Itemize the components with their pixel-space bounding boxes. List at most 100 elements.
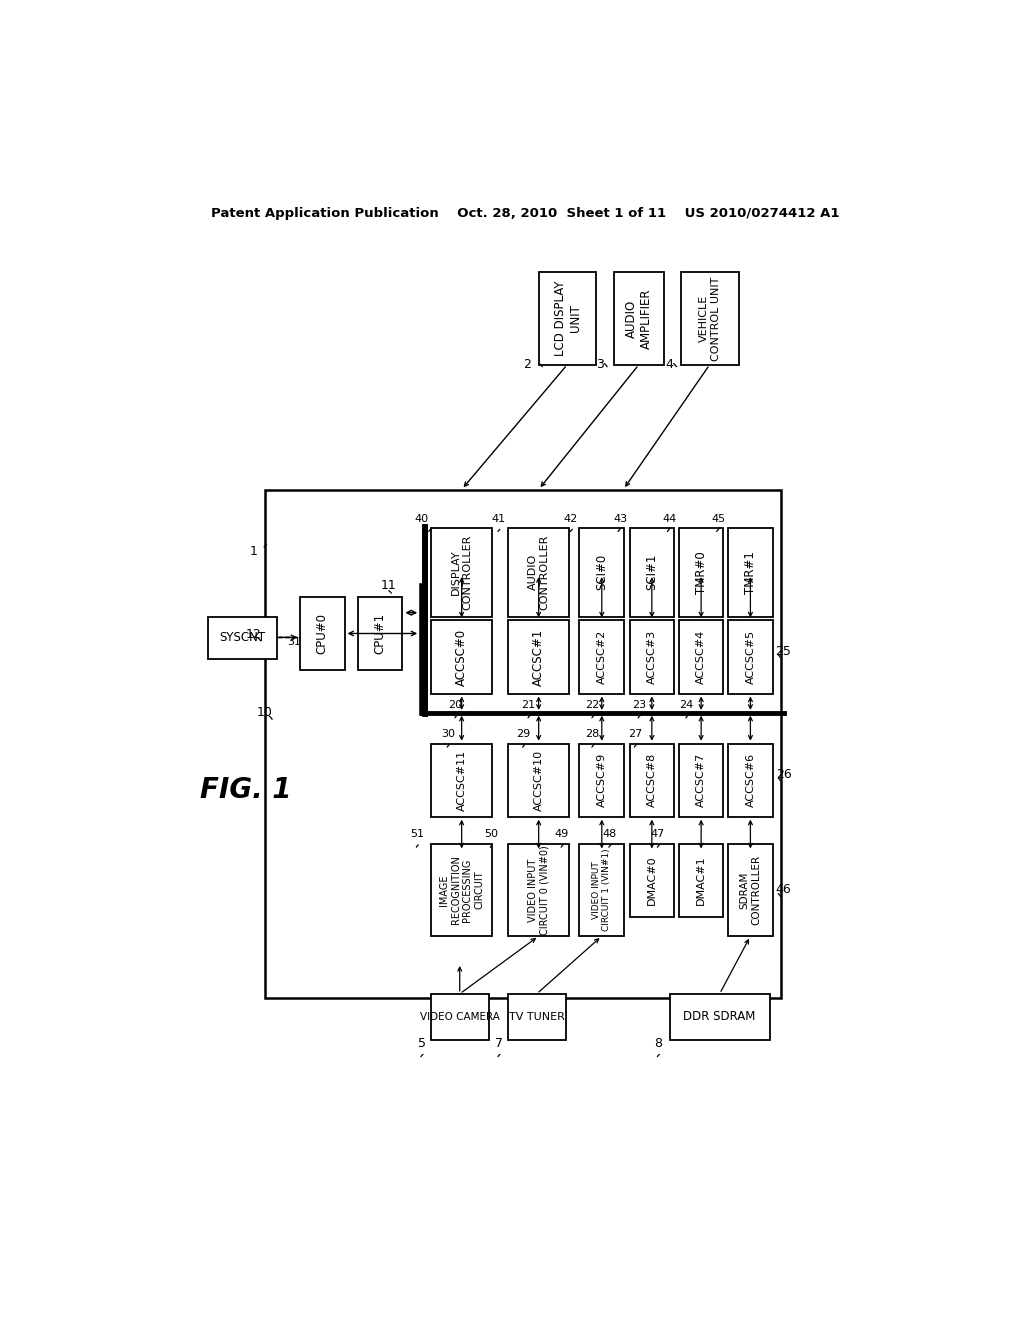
Bar: [508, 843, 569, 936]
Text: 2: 2: [523, 358, 531, 371]
Text: 25: 25: [775, 644, 792, 657]
Text: 1: 1: [250, 545, 258, 557]
Bar: [580, 843, 625, 936]
Text: 42: 42: [564, 513, 579, 524]
Text: 50: 50: [484, 829, 498, 840]
Text: 43: 43: [613, 513, 628, 524]
Text: SCI#0: SCI#0: [595, 554, 608, 590]
Text: 27: 27: [628, 730, 642, 739]
Bar: [539, 272, 596, 364]
Text: 24: 24: [679, 700, 693, 710]
Text: ACCSC#5: ACCSC#5: [745, 630, 756, 684]
Text: 26: 26: [775, 768, 792, 781]
Text: 45: 45: [712, 513, 726, 524]
Bar: [630, 743, 674, 817]
Text: 3: 3: [596, 358, 604, 371]
Text: CPU#1: CPU#1: [374, 614, 386, 655]
Bar: [614, 272, 665, 364]
Bar: [265, 490, 781, 998]
Text: ACCSC#6: ACCSC#6: [745, 754, 756, 808]
Bar: [422, 524, 428, 717]
Bar: [630, 528, 674, 616]
Bar: [728, 528, 773, 616]
Bar: [508, 528, 569, 616]
Text: Patent Application Publication    Oct. 28, 2010  Sheet 1 of 11    US 2010/027441: Patent Application Publication Oct. 28, …: [211, 207, 839, 220]
Text: ACCSC#0: ACCSC#0: [455, 628, 468, 685]
Text: 41: 41: [492, 513, 506, 524]
Bar: [357, 597, 402, 671]
Text: ACCSC#9: ACCSC#9: [597, 752, 607, 808]
Text: LCD DISPLAY
UNIT: LCD DISPLAY UNIT: [554, 281, 582, 356]
Text: ACCSC#10: ACCSC#10: [534, 750, 544, 810]
Text: ACCSC#3: ACCSC#3: [647, 630, 656, 684]
Bar: [508, 743, 569, 817]
Text: 7: 7: [495, 1038, 503, 1051]
Text: 31: 31: [287, 638, 301, 647]
Text: CPU#0: CPU#0: [315, 614, 329, 655]
Text: IMAGE
RECOGNITION
PROCESSING
CIRCUIT: IMAGE RECOGNITION PROCESSING CIRCUIT: [439, 855, 484, 924]
Bar: [679, 620, 724, 693]
Text: TV TUNER: TV TUNER: [509, 1012, 564, 1022]
Text: 22: 22: [586, 700, 600, 710]
Text: 47: 47: [651, 829, 666, 840]
Bar: [670, 994, 770, 1040]
Text: AUDIO
AMPLIFIER: AUDIO AMPLIFIER: [625, 288, 653, 348]
Bar: [630, 620, 674, 693]
Text: 5: 5: [418, 1038, 426, 1051]
Text: TMR#0: TMR#0: [694, 550, 708, 594]
Bar: [300, 597, 345, 671]
Text: DMAC#0: DMAC#0: [647, 855, 656, 906]
Text: SCI#1: SCI#1: [645, 554, 658, 590]
Text: 11: 11: [381, 579, 396, 593]
Text: 10: 10: [257, 706, 272, 719]
Text: 8: 8: [654, 1038, 662, 1051]
Text: 4: 4: [666, 358, 674, 371]
Text: 21: 21: [521, 700, 536, 710]
Text: 40: 40: [415, 513, 429, 524]
Text: 12: 12: [246, 628, 262, 640]
Bar: [679, 843, 724, 917]
Bar: [580, 743, 625, 817]
Bar: [681, 272, 739, 364]
Text: 28: 28: [586, 730, 600, 739]
Text: 46: 46: [775, 883, 792, 896]
Text: AUDIO
CONTROLLER: AUDIO CONTROLLER: [527, 535, 550, 610]
Text: TMR#1: TMR#1: [743, 550, 757, 594]
Text: ACCSC#2: ACCSC#2: [597, 630, 607, 684]
Bar: [431, 843, 493, 936]
Text: 51: 51: [410, 829, 424, 840]
Text: 29: 29: [516, 730, 530, 739]
Text: VIDEO INPUT
CIRCUIT 0 (VIN#0): VIDEO INPUT CIRCUIT 0 (VIN#0): [527, 845, 550, 935]
Text: SYSCNT: SYSCNT: [219, 631, 265, 644]
Bar: [728, 620, 773, 693]
Bar: [208, 616, 276, 659]
Text: 49: 49: [555, 829, 569, 840]
Bar: [431, 994, 488, 1040]
Text: 48: 48: [602, 829, 616, 840]
Bar: [728, 743, 773, 817]
Bar: [508, 994, 565, 1040]
Text: DDR SDRAM: DDR SDRAM: [683, 1010, 756, 1023]
Text: ACCSC#8: ACCSC#8: [647, 752, 656, 808]
Bar: [630, 843, 674, 917]
Text: DMAC#1: DMAC#1: [696, 855, 707, 906]
Text: VIDEO INPUT
CIRCUIT 1 (VIN#1): VIDEO INPUT CIRCUIT 1 (VIN#1): [592, 849, 611, 931]
Text: FIG. 1: FIG. 1: [200, 776, 292, 804]
Bar: [679, 528, 724, 616]
Text: ACCSC#1: ACCSC#1: [532, 628, 545, 685]
Text: 23: 23: [632, 700, 646, 710]
Bar: [431, 528, 493, 616]
Text: SDRAM
CONTROLLER: SDRAM CONTROLLER: [739, 855, 761, 925]
Text: ACCSC#4: ACCSC#4: [696, 630, 707, 684]
Text: DISPLAY
CONTROLLER: DISPLAY CONTROLLER: [451, 535, 472, 610]
Text: ACCSC#11: ACCSC#11: [457, 750, 467, 810]
Bar: [508, 620, 569, 693]
Bar: [679, 743, 724, 817]
Bar: [728, 843, 773, 936]
Text: ACCSC#7: ACCSC#7: [696, 752, 707, 808]
Text: 30: 30: [440, 730, 455, 739]
Bar: [431, 743, 493, 817]
Text: VIDEO CAMERA: VIDEO CAMERA: [420, 1012, 500, 1022]
Text: 20: 20: [449, 700, 463, 710]
Bar: [580, 528, 625, 616]
